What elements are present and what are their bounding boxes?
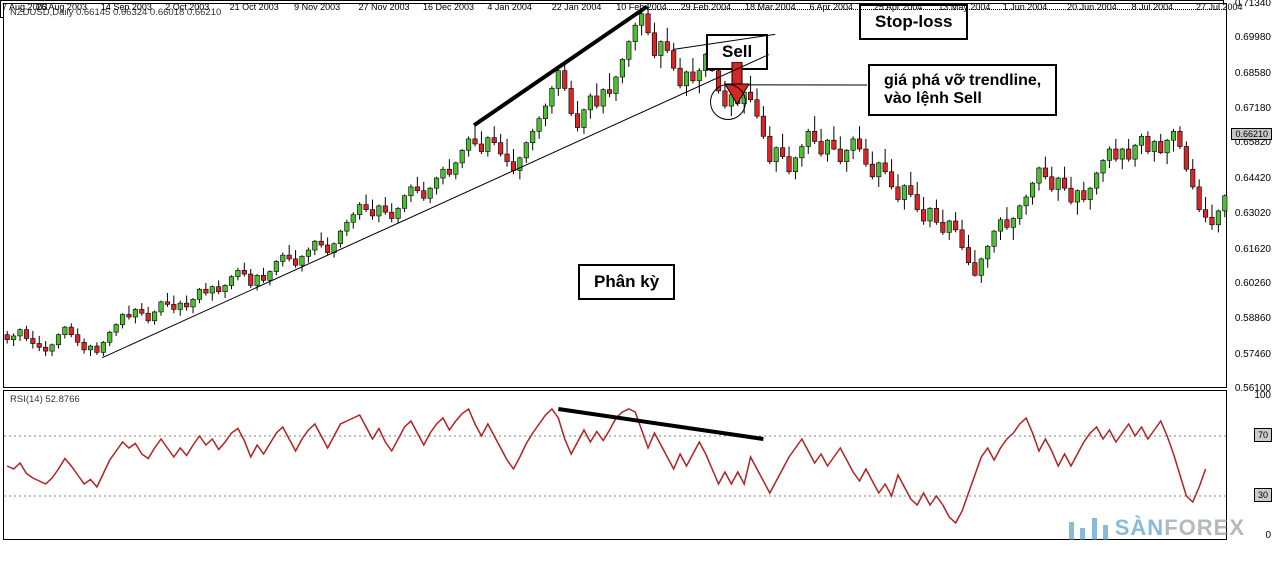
price-ytick: 0.67180	[1235, 103, 1271, 114]
rsi-svg	[4, 391, 1228, 541]
x-date: 13 May 2004	[938, 2, 990, 12]
x-date: 21 Oct 2003	[230, 2, 279, 12]
price-ytick: 0.69980	[1235, 32, 1271, 43]
price-y-axis: 0.713400.699800.685800.671800.662100.658…	[1229, 3, 1275, 388]
x-date: 2 Oct 2003	[165, 2, 209, 12]
price-chart[interactable]: NZDUSD,Daily 0.66145 0.66324 0.66018 0.6…	[3, 3, 1227, 388]
price-svg	[4, 4, 1228, 389]
price-ytick: 0.64420	[1235, 173, 1271, 184]
x-date: 27 Nov 2003	[359, 2, 410, 12]
x-date: 16 Dec 2003	[423, 2, 474, 12]
x-date: 29 Feb 2004	[681, 2, 732, 12]
x-date: 25 Apr 2004	[874, 2, 923, 12]
rsi-70-tag: 70	[1254, 428, 1272, 442]
x-date: 9 Nov 2003	[294, 2, 340, 12]
x-date: 27 Jul 2004	[1196, 2, 1243, 12]
x-date: 20 Jun 2004	[1067, 2, 1117, 12]
rsi-30-tag: 30	[1254, 488, 1272, 502]
price-ytick: 0.57460	[1235, 349, 1271, 360]
x-date: 1 Jun 2004	[1003, 2, 1048, 12]
x-date: 26 Aug 2003	[36, 2, 87, 12]
price-ytick: 0.60260	[1235, 278, 1271, 289]
breakout-label: giá phá vỡ trendline, vào lệnh Sell	[868, 64, 1057, 116]
divergence-label: Phân kỳ	[578, 264, 675, 300]
x-date: 22 Jan 2004	[552, 2, 602, 12]
price-ytick: 0.58860	[1235, 313, 1271, 324]
rsi-ytick: 0	[1265, 530, 1271, 541]
rsi-y-axis: 0 100	[1229, 390, 1275, 540]
x-date: 18 Mar 2004	[745, 2, 796, 12]
price-ytick: 0.68580	[1235, 68, 1271, 79]
price-ytick: 0.61620	[1235, 244, 1271, 255]
rsi-ytick: 100	[1254, 390, 1271, 401]
x-date: 14 Sep 2003	[101, 2, 152, 12]
x-date: 4 Jan 2004	[487, 2, 532, 12]
x-date: 10 Feb 2004	[616, 2, 667, 12]
entry-circle	[710, 84, 746, 120]
x-date: 6 Apr 2004	[809, 2, 853, 12]
rsi-title: RSI(14) 52.8766	[10, 394, 80, 405]
price-ytick: 0.63020	[1235, 208, 1271, 219]
last-price-tag: 0.66210	[1231, 128, 1272, 140]
x-date: 8 Jul 2004	[1132, 2, 1174, 12]
rsi-chart[interactable]: RSI(14) 52.8766	[3, 390, 1227, 540]
